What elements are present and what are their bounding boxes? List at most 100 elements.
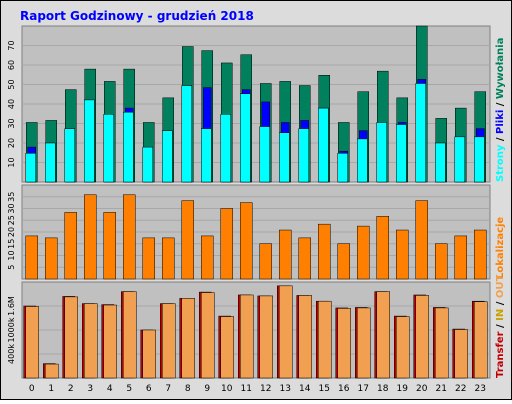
bar-pages bbox=[64, 128, 75, 183]
bar-sites bbox=[454, 235, 467, 280]
bar-sites bbox=[162, 237, 175, 280]
x-tick-label: 9 bbox=[204, 384, 210, 394]
x-tick-label: 21 bbox=[436, 384, 447, 394]
x-tick-label: 17 bbox=[358, 384, 369, 394]
right-axis-label: Transfer / IN / OUT bbox=[495, 274, 506, 378]
legend-segment: Strony bbox=[495, 144, 506, 182]
bar-transfer-light bbox=[376, 291, 390, 379]
bar-sites bbox=[376, 216, 389, 280]
bar-sites bbox=[240, 202, 253, 280]
bar-transfer-light bbox=[318, 300, 332, 379]
bar-pages bbox=[318, 107, 329, 183]
bar-transfer-light bbox=[259, 295, 273, 379]
x-tick-label: 16 bbox=[338, 384, 350, 394]
bar-sites bbox=[396, 229, 409, 280]
bar-sites bbox=[220, 208, 233, 280]
bar-transfer-light bbox=[357, 307, 371, 379]
x-tick-label: 11 bbox=[241, 384, 252, 394]
bar-sites bbox=[279, 229, 292, 280]
legend-segment: Transfer bbox=[495, 331, 506, 378]
bar-sites bbox=[142, 237, 155, 280]
x-tick-label: 22 bbox=[455, 384, 466, 394]
y-tick-label: 400k bbox=[7, 344, 16, 364]
bar-transfer-light bbox=[25, 306, 39, 379]
x-tick-label: 18 bbox=[377, 384, 389, 394]
bar-pages bbox=[201, 128, 212, 183]
x-tick-label: 8 bbox=[185, 384, 191, 394]
y-tick-label: 40 bbox=[7, 99, 16, 109]
bar-pages bbox=[103, 114, 114, 183]
bar-pages bbox=[357, 138, 368, 183]
x-tick-label: 1 bbox=[48, 384, 54, 394]
bar-pages bbox=[25, 153, 36, 183]
y-tick-label: 15 bbox=[7, 239, 16, 249]
bar-pages bbox=[435, 142, 446, 183]
y-tick-label: 60 bbox=[7, 60, 16, 70]
bar-transfer-light bbox=[474, 301, 488, 379]
legend-segment: IN bbox=[495, 309, 506, 321]
bar-pages bbox=[415, 83, 426, 183]
bar-sites bbox=[337, 243, 350, 280]
y-tick-label: 70 bbox=[7, 40, 16, 50]
bar-transfer-light bbox=[337, 308, 351, 379]
bar-transfer-light bbox=[201, 292, 215, 379]
bar-sites bbox=[45, 237, 58, 280]
bar-pages bbox=[259, 126, 270, 183]
y-tick-label: 20 bbox=[7, 227, 16, 237]
legend-segment: Lokalizacje bbox=[495, 217, 506, 279]
bar-sites bbox=[415, 200, 428, 280]
bar-transfer-light bbox=[415, 295, 429, 379]
bar-sites bbox=[259, 243, 272, 280]
x-tick-label: 15 bbox=[319, 384, 330, 394]
bar-transfer-light bbox=[45, 363, 59, 379]
legend-segment: Wywołania bbox=[495, 38, 506, 99]
bar-pages bbox=[474, 136, 485, 183]
bar-pages bbox=[220, 114, 231, 183]
chart-title: Raport Godzinowy - grudzień 2018 bbox=[20, 9, 254, 23]
x-tick-label: 0 bbox=[29, 384, 35, 394]
bar-transfer-light bbox=[142, 329, 156, 379]
x-tick-label: 4 bbox=[107, 384, 113, 394]
y-tick-label: 30 bbox=[7, 203, 16, 213]
bar-sites bbox=[123, 194, 136, 280]
y-tick-label: 5 bbox=[7, 265, 16, 270]
bar-sites bbox=[181, 200, 194, 280]
legend-segment: / bbox=[495, 134, 506, 145]
bar-transfer-light bbox=[64, 296, 78, 379]
bar-transfer-light bbox=[84, 303, 98, 379]
bar-sites bbox=[84, 194, 97, 280]
x-tick-label: 23 bbox=[475, 384, 486, 394]
bar-pages bbox=[337, 153, 348, 183]
x-tick-label: 6 bbox=[146, 384, 152, 394]
x-tick-label: 7 bbox=[165, 384, 171, 394]
bar-transfer-light bbox=[123, 291, 137, 379]
bar-pages bbox=[181, 85, 192, 183]
legend-segment: / bbox=[495, 298, 506, 309]
bar-pages bbox=[45, 142, 56, 183]
bar-pages bbox=[454, 136, 465, 183]
bar-transfer-light bbox=[435, 307, 449, 379]
x-tick-label: 5 bbox=[126, 384, 132, 394]
x-tick-label: 20 bbox=[416, 384, 428, 394]
bar-sites bbox=[435, 243, 448, 280]
x-tick-label: 14 bbox=[299, 384, 311, 394]
bar-transfer-light bbox=[298, 295, 312, 379]
bar-pages bbox=[240, 93, 251, 183]
bar-transfer-light bbox=[103, 304, 117, 379]
bar-sites bbox=[25, 235, 38, 280]
y-tick-label: 10 bbox=[7, 250, 16, 260]
bar-transfer-light bbox=[396, 316, 410, 379]
x-tick-label: 10 bbox=[221, 384, 233, 394]
y-tick-label: 50 bbox=[7, 79, 16, 89]
bar-pages bbox=[142, 146, 153, 183]
bar-transfer-light bbox=[279, 285, 293, 379]
bar-transfer-light bbox=[181, 298, 195, 379]
legend-segment: Pliki bbox=[495, 110, 506, 134]
x-tick-label: 2 bbox=[68, 384, 74, 394]
bar-pages bbox=[123, 111, 134, 183]
bar-sites bbox=[357, 225, 370, 280]
right-axis-label: Lokalizacje bbox=[495, 217, 506, 279]
